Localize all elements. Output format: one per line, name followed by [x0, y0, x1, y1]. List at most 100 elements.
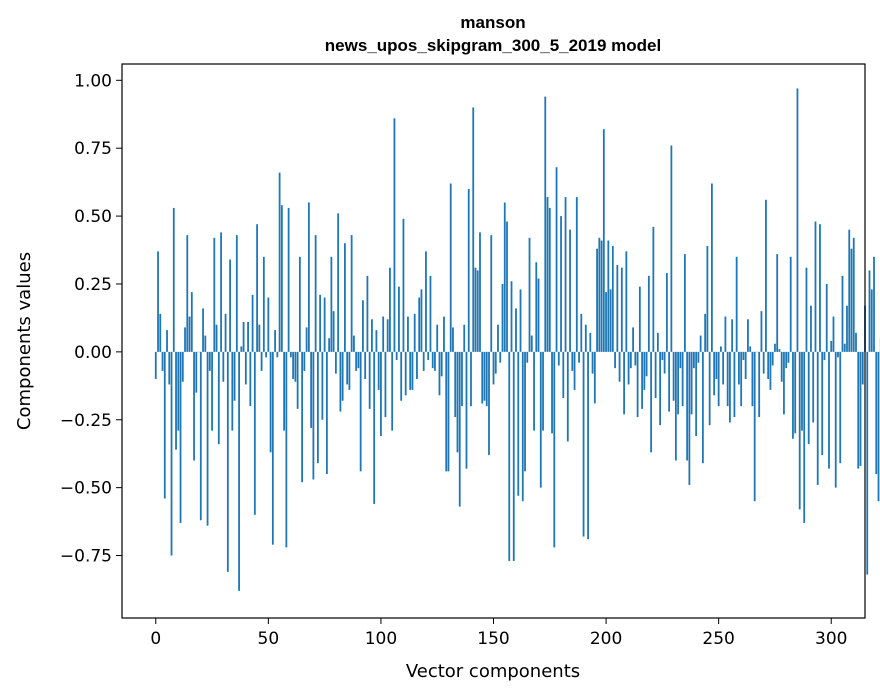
bar	[585, 325, 587, 352]
bar	[614, 352, 616, 368]
bar	[407, 317, 409, 352]
bar	[583, 352, 585, 537]
bar	[873, 257, 875, 352]
y-tick-label: −0.25	[60, 411, 112, 431]
bar	[263, 257, 265, 352]
bar	[279, 173, 281, 352]
bar	[538, 279, 540, 352]
bar	[364, 352, 366, 379]
bar	[621, 268, 623, 352]
bar	[677, 352, 679, 414]
bar	[853, 238, 855, 352]
bar	[682, 352, 684, 406]
bar	[195, 352, 197, 393]
bar	[236, 235, 238, 352]
bar	[830, 341, 832, 352]
bar	[517, 352, 519, 496]
y-tick-label: −0.50	[60, 479, 112, 499]
bar	[648, 276, 650, 352]
bar	[506, 222, 508, 352]
bar	[387, 319, 389, 352]
bar	[619, 352, 621, 382]
bar	[808, 352, 810, 444]
bar	[601, 241, 603, 352]
bar	[592, 352, 594, 374]
bar	[166, 330, 168, 352]
bar	[238, 352, 240, 591]
bar	[184, 327, 186, 351]
bar	[470, 352, 472, 406]
bar	[637, 352, 639, 417]
bar	[490, 235, 492, 352]
bar	[670, 145, 672, 351]
bar	[594, 352, 596, 404]
bar	[459, 352, 461, 507]
bar	[321, 352, 323, 420]
bar	[643, 352, 645, 390]
bar	[533, 352, 535, 431]
bar	[688, 352, 690, 485]
bar	[560, 216, 562, 352]
bar	[391, 352, 393, 431]
bar	[400, 352, 402, 401]
x-tick-label: 300	[815, 629, 847, 649]
bar	[312, 352, 314, 480]
bar	[272, 352, 274, 545]
bar	[522, 352, 524, 501]
bar	[605, 292, 607, 352]
bar	[265, 352, 267, 357]
bar	[168, 352, 170, 385]
bar	[484, 352, 486, 401]
bar	[204, 336, 206, 352]
bar	[794, 352, 796, 433]
bar	[416, 352, 418, 379]
bar	[202, 308, 204, 351]
bar	[317, 352, 319, 463]
bar	[452, 327, 454, 351]
bar	[580, 314, 582, 352]
bar	[330, 257, 332, 352]
bar	[315, 235, 317, 352]
bar	[799, 352, 801, 510]
bar	[234, 352, 236, 401]
bar	[472, 107, 474, 351]
bar	[227, 352, 229, 572]
bar	[758, 352, 760, 417]
bar	[189, 317, 191, 352]
bar	[747, 319, 749, 352]
x-tick-label: 200	[590, 629, 622, 649]
bar	[743, 352, 745, 360]
bar	[803, 352, 805, 523]
bar	[578, 352, 580, 363]
bar	[276, 352, 278, 357]
bar	[531, 336, 533, 352]
bar	[504, 203, 506, 352]
bar	[544, 97, 546, 352]
bar	[213, 238, 215, 352]
bar	[623, 352, 625, 414]
bar	[358, 352, 360, 368]
bar	[303, 352, 305, 371]
bar	[657, 333, 659, 352]
bar	[761, 311, 763, 352]
bar	[288, 208, 290, 352]
bar	[511, 281, 513, 352]
bar	[684, 254, 686, 352]
bar	[589, 333, 591, 352]
bar	[164, 352, 166, 499]
bar	[639, 287, 641, 352]
bar	[837, 352, 839, 357]
bar	[792, 352, 794, 439]
bar	[810, 306, 812, 352]
bar	[770, 352, 772, 390]
bar	[209, 352, 211, 371]
bar	[603, 129, 605, 352]
bar	[869, 270, 871, 351]
bar	[515, 308, 517, 351]
bar	[650, 352, 652, 452]
bar	[308, 203, 310, 352]
bar	[398, 287, 400, 352]
bar	[378, 352, 380, 390]
bar	[186, 235, 188, 352]
